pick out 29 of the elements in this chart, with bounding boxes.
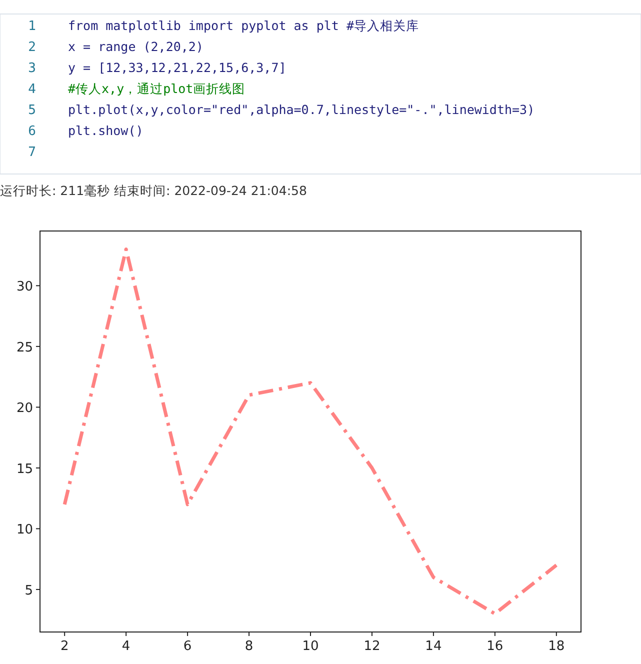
x-tick-label: 14 [425,639,442,654]
x-tick-label: 16 [486,639,504,654]
x-tick-label: 10 [302,639,319,654]
text: 1 [28,19,36,34]
x-tick-label: 6 [183,639,192,654]
y-tick-label: 15 [16,462,33,477]
text: 3 [28,61,36,76]
text: 2 [28,40,36,55]
line-series [62,247,558,616]
y-tick-label: 30 [16,280,33,295]
y-tick-label: 5 [24,583,33,598]
x-tick-label: 12 [364,639,380,654]
text: y = [12,33,12,21,22,15,6,3,7] [68,60,286,75]
x-tick-label: 8 [244,639,254,654]
y-tick-label: 20 [16,401,33,416]
text: 6 [28,124,36,139]
x-tick-label: 2 [60,639,69,654]
y-tick-label: 25 [16,340,33,356]
text: plt.plot(x,y,color="red",alpha=0.7,linestyle="-.",linewidth=3) [68,102,535,117]
text: 运行时长: 211毫秒 结束时间: 2022-09-24 21:04:58 [0,183,308,198]
text: #传人x,y，通过plot画折线图 [68,81,246,96]
text: 4 [28,82,36,97]
text: 7 [28,145,36,160]
text: x = range (2,20,2) [68,39,204,54]
text: plt.show() [68,123,144,138]
text: from matplotlib import pyplot as plt #导入相关库 [68,18,419,33]
x-tick-label: 4 [122,639,130,654]
x-tick-label: 18 [548,639,565,654]
y-tick-label: 10 [16,522,33,538]
